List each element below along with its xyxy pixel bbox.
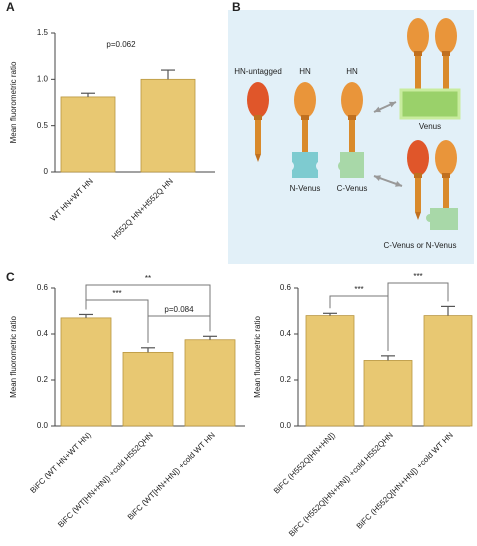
x-tick-label: WT HN+WT HN	[48, 176, 95, 223]
x-tick-label: BiFC (H552Q[HN+HN])	[272, 430, 337, 495]
annotation: p=0.084	[164, 305, 194, 314]
c-venus	[426, 208, 458, 230]
protein-stem	[443, 170, 449, 212]
y-axis-label: Mean fluorometric ratio	[9, 316, 18, 398]
y-axis-label: Mean fluorometric ratio	[9, 61, 18, 143]
significance-bracket	[147, 315, 211, 343]
protein-head	[247, 82, 269, 118]
arrow-head	[374, 106, 381, 113]
x-tick-label: BiFC (H552Q[HN+HN]) +cold H552QHN	[287, 430, 395, 538]
arrow-head	[389, 101, 396, 108]
n-venus	[292, 152, 318, 178]
protein-stem	[415, 48, 421, 90]
y-tick-label: 1.0	[37, 74, 49, 83]
protein-neck	[254, 115, 262, 120]
bar	[423, 315, 473, 427]
protein-stem	[443, 48, 449, 90]
bar	[140, 78, 196, 173]
y-axis-label: Mean fluorometric ratio	[253, 316, 262, 398]
diagram-label: HN	[346, 67, 358, 76]
diagram-label: C-Venus or N-Venus	[384, 241, 457, 250]
bar	[184, 339, 236, 427]
y-tick-label: 0.0	[37, 421, 49, 430]
protein-tip	[255, 154, 261, 162]
protein-head	[435, 140, 457, 176]
diagram-label: HN	[299, 67, 311, 76]
protein-neck	[301, 115, 309, 120]
annotation: ***	[354, 285, 363, 294]
annotation: ***	[413, 272, 422, 281]
protein-neck	[414, 173, 422, 178]
bar	[60, 96, 116, 173]
protein-neck	[442, 173, 450, 178]
protein-neck	[414, 51, 422, 56]
protein-neck	[348, 115, 356, 120]
panel-label: A	[6, 0, 15, 14]
protein-neck	[442, 51, 450, 56]
diagram-label: HN-untagged	[234, 67, 282, 76]
x-tick-label: BiFC (WT HN+WT HN)	[28, 430, 93, 495]
bar	[305, 315, 355, 427]
x-tick-label: H552Q HN+H552Q HN	[110, 176, 175, 241]
y-tick-label: 0.0	[280, 421, 292, 430]
annotation: **	[145, 274, 151, 283]
significance-bracket	[387, 282, 449, 351]
protein-tip	[415, 212, 421, 220]
y-tick-label: 0	[44, 167, 49, 176]
protein-head	[407, 18, 429, 54]
c-venus	[338, 152, 364, 178]
bar	[363, 360, 413, 427]
diagram-label: Venus	[419, 122, 441, 131]
bar	[60, 317, 112, 427]
protein-head	[407, 140, 429, 176]
y-tick-label: 0.4	[37, 329, 49, 338]
arrow-head	[374, 175, 381, 181]
significance-bracket	[85, 284, 211, 332]
protein-head	[341, 82, 363, 118]
y-tick-label: 1.5	[37, 28, 49, 37]
protein-head	[294, 82, 316, 118]
venus	[399, 88, 461, 120]
annotation: p=0.062	[106, 40, 136, 49]
y-tick-label: 0.2	[280, 375, 292, 384]
protein-stem	[349, 112, 355, 154]
y-tick-label: 0.4	[280, 329, 292, 338]
protein-stem	[415, 170, 421, 212]
x-tick-label: BiFC (H552Q[HN+HN]) +cold WT HN	[355, 430, 455, 530]
y-tick-label: 0.6	[280, 283, 292, 292]
y-tick-label: 0.2	[37, 375, 49, 384]
annotation: ***	[112, 289, 121, 298]
y-tick-label: 0.5	[37, 121, 49, 130]
diagram-label: C-Venus	[337, 184, 368, 193]
panel-label: C	[6, 270, 15, 284]
protein-stem	[302, 112, 308, 154]
panel-label: B	[232, 0, 241, 14]
y-tick-label: 0.6	[37, 283, 49, 292]
protein-head	[435, 18, 457, 54]
diagram-label: N-Venus	[290, 184, 321, 193]
arrow-head	[395, 181, 402, 187]
bar	[122, 351, 174, 427]
protein-stem	[255, 112, 261, 154]
